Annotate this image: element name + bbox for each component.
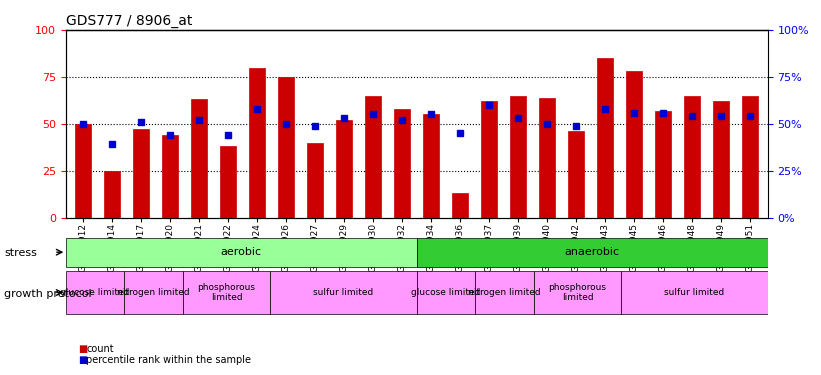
FancyBboxPatch shape xyxy=(66,238,417,267)
Bar xyxy=(742,96,759,218)
Text: ■: ■ xyxy=(78,344,87,354)
Bar xyxy=(249,68,265,218)
Bar xyxy=(307,142,323,218)
Text: growth protocol: growth protocol xyxy=(4,290,92,299)
Text: anaerobic: anaerobic xyxy=(565,247,620,257)
Text: stress: stress xyxy=(4,248,37,258)
FancyBboxPatch shape xyxy=(417,271,475,314)
Bar xyxy=(626,71,642,217)
Bar xyxy=(162,135,178,218)
Text: phosphorous
limited: phosphorous limited xyxy=(198,283,255,302)
Bar xyxy=(481,101,498,217)
Text: glucose limited: glucose limited xyxy=(60,288,130,297)
FancyBboxPatch shape xyxy=(417,238,768,267)
Bar xyxy=(220,146,236,218)
FancyBboxPatch shape xyxy=(475,271,534,314)
Bar xyxy=(713,101,729,217)
Text: sulfur limited: sulfur limited xyxy=(314,288,374,297)
Bar xyxy=(394,109,410,217)
Bar xyxy=(510,96,526,218)
Bar xyxy=(684,96,700,218)
Bar xyxy=(75,124,91,218)
Bar xyxy=(423,114,439,218)
Text: nitrogen limited: nitrogen limited xyxy=(468,288,541,297)
Bar xyxy=(365,96,381,218)
Text: count: count xyxy=(86,344,114,354)
Text: GDS777 / 8906_at: GDS777 / 8906_at xyxy=(66,13,192,28)
Text: nitrogen limited: nitrogen limited xyxy=(117,288,190,297)
Text: aerobic: aerobic xyxy=(221,247,262,257)
Text: phosphorous
limited: phosphorous limited xyxy=(548,283,607,302)
Bar xyxy=(278,77,294,218)
FancyBboxPatch shape xyxy=(621,271,768,314)
Text: sulfur limited: sulfur limited xyxy=(664,288,725,297)
Bar xyxy=(191,99,207,218)
FancyBboxPatch shape xyxy=(66,271,124,314)
Bar xyxy=(539,98,555,218)
FancyBboxPatch shape xyxy=(534,271,621,314)
Bar xyxy=(452,193,468,217)
Bar xyxy=(104,171,120,217)
Text: ■: ■ xyxy=(78,355,87,365)
Bar xyxy=(655,111,672,218)
FancyBboxPatch shape xyxy=(124,271,182,314)
FancyBboxPatch shape xyxy=(182,271,270,314)
FancyBboxPatch shape xyxy=(270,271,417,314)
Bar xyxy=(597,58,613,217)
Bar xyxy=(133,129,149,218)
Text: glucose limited: glucose limited xyxy=(411,288,480,297)
Bar xyxy=(336,120,352,218)
Bar xyxy=(568,131,585,218)
Text: percentile rank within the sample: percentile rank within the sample xyxy=(86,355,251,365)
